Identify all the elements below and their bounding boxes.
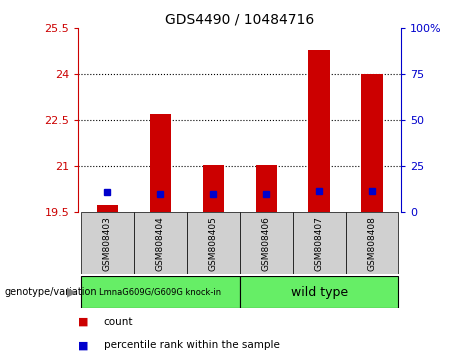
Text: ▶: ▶ (67, 286, 76, 298)
Bar (81, 276, 240, 308)
Bar (240, 276, 398, 308)
Text: ■: ■ (78, 340, 89, 350)
Bar (308, 50, 330, 212)
Bar (134, 212, 187, 274)
Text: GSM808407: GSM808407 (314, 216, 324, 271)
Text: GSM808406: GSM808406 (262, 216, 271, 271)
Text: percentile rank within the sample: percentile rank within the sample (104, 340, 280, 350)
Bar (203, 165, 224, 212)
Bar (346, 212, 398, 274)
Text: GSM808405: GSM808405 (209, 216, 218, 271)
Text: genotype/variation: genotype/variation (5, 287, 97, 297)
Text: ■: ■ (78, 317, 89, 327)
Bar (81, 212, 134, 274)
Text: wild type: wild type (290, 286, 348, 298)
Text: GDS4490 / 10484716: GDS4490 / 10484716 (165, 12, 314, 27)
Text: count: count (104, 317, 133, 327)
Text: LmnaG609G/G609G knock-in: LmnaG609G/G609G knock-in (99, 287, 221, 297)
Bar (255, 165, 277, 212)
Bar (150, 114, 171, 212)
Bar (240, 212, 293, 274)
Bar (97, 205, 118, 212)
Text: GSM808408: GSM808408 (367, 216, 377, 271)
Bar (361, 74, 383, 212)
Text: GSM808404: GSM808404 (156, 216, 165, 271)
Bar (293, 212, 346, 274)
Text: GSM808403: GSM808403 (103, 216, 112, 271)
Bar (187, 212, 240, 274)
